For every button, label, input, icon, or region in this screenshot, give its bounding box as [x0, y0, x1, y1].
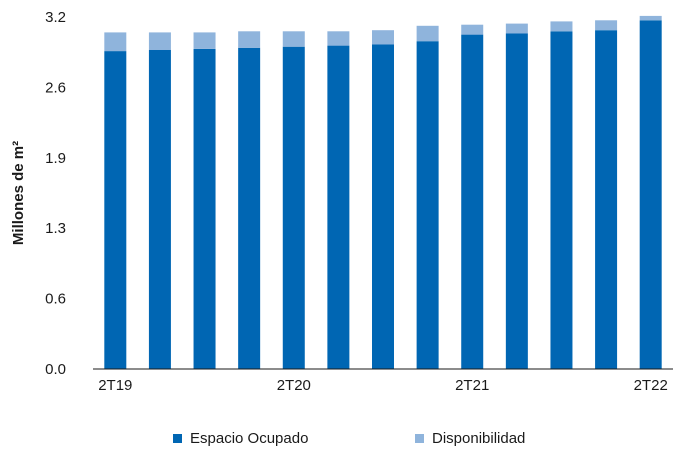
- legend-swatch-ocupado: [173, 434, 182, 443]
- bar-disponibilidad-12: [639, 15, 662, 21]
- legend: Espacio Ocupado Disponibilidad: [173, 430, 525, 447]
- y-tick-label: 1.9: [45, 150, 66, 167]
- bar-ocupado-6: [372, 44, 394, 369]
- legend-label-disponibilidad: Disponibilidad: [432, 430, 525, 447]
- y-tick-label: 0.6: [45, 291, 66, 308]
- bar-ocupado-8: [461, 34, 484, 369]
- bar-disponibilidad-9: [505, 23, 528, 34]
- bar-ocupado-0: [104, 51, 127, 369]
- y-tick-label: 0.0: [45, 361, 66, 378]
- y-tick-label: 1.3: [45, 220, 66, 237]
- y-axis-tick-labels: 0.0 0.6 1.3 1.9 2.6 3.2: [45, 9, 66, 378]
- bar-ocupado-11: [595, 30, 618, 369]
- bar-disponibilidad-3: [238, 31, 261, 48]
- x-tick-label: 2T21: [455, 377, 489, 394]
- bar-disponibilidad-2: [193, 32, 216, 49]
- bar-disponibilidad-1: [148, 32, 171, 50]
- bar-disponibilidad-0: [104, 32, 127, 52]
- x-tick-label: 2T22: [634, 377, 668, 394]
- x-tick-label: 2T20: [277, 377, 311, 394]
- y-tick-label: 2.6: [45, 79, 66, 96]
- y-axis-title: Millones de m²: [10, 141, 27, 245]
- bar-ocupado-12: [639, 20, 662, 370]
- x-tick-label: 2T19: [98, 377, 132, 394]
- bar-group: [104, 15, 662, 370]
- bar-ocupado-3: [238, 47, 261, 370]
- bar-disponibilidad-6: [372, 30, 394, 45]
- bar-ocupado-1: [148, 50, 171, 369]
- legend-swatch-disponibilidad: [415, 434, 424, 443]
- y-tick-label: 3.2: [45, 9, 66, 26]
- bar-ocupado-4: [282, 46, 305, 369]
- legend-label-ocupado: Espacio Ocupado: [190, 430, 308, 447]
- bar-ocupado-2: [193, 48, 216, 370]
- bar-ocupado-9: [505, 33, 528, 369]
- bar-disponibilidad-7: [416, 25, 439, 42]
- bar-ocupado-5: [327, 45, 350, 369]
- bar-disponibilidad-4: [282, 31, 305, 47]
- bar-disponibilidad-11: [595, 20, 618, 31]
- bar-disponibilidad-5: [327, 31, 350, 46]
- bar-disponibilidad-8: [461, 24, 484, 35]
- bar-disponibilidad-10: [550, 21, 573, 32]
- bar-ocupado-10: [550, 31, 573, 370]
- x-axis-tick-labels: 2T19 2T20 2T21 2T22: [98, 377, 668, 394]
- bar-ocupado-7: [416, 41, 439, 369]
